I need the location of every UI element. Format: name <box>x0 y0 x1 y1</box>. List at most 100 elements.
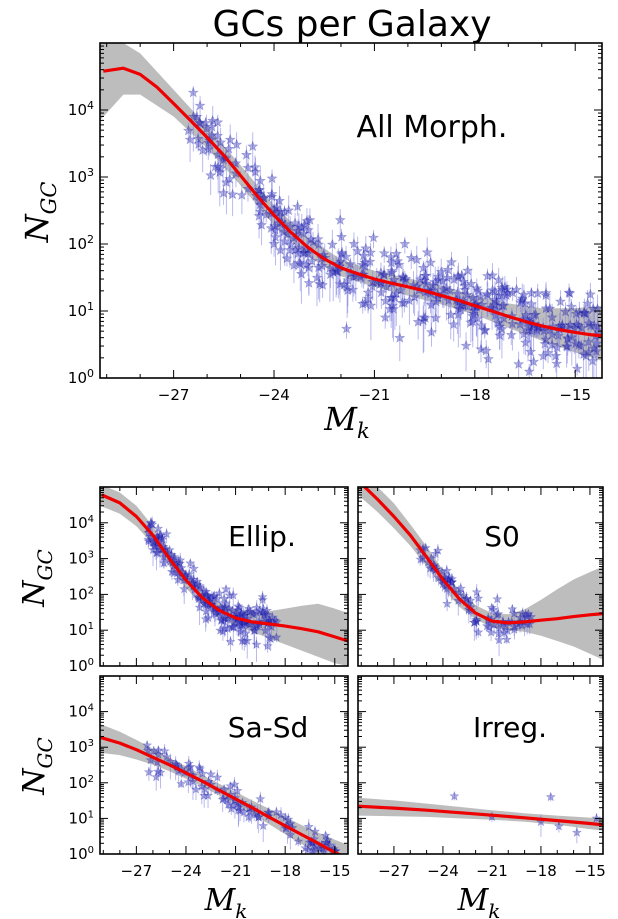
data-point <box>188 563 199 573</box>
data-point <box>461 593 472 604</box>
data-point <box>303 821 314 832</box>
y-tick-label: 101 <box>69 809 94 827</box>
data-point <box>255 219 268 230</box>
data-point <box>320 837 332 848</box>
data-point <box>219 593 230 604</box>
y-axis-label: NGC <box>17 549 57 608</box>
data-point <box>269 615 280 626</box>
data-point <box>240 149 253 160</box>
data-point <box>251 602 262 613</box>
data-point <box>578 307 590 318</box>
svg-text:NGC: NGC <box>17 549 57 608</box>
data-point <box>518 328 530 339</box>
data-point <box>501 283 513 295</box>
data-point <box>545 791 556 802</box>
data-point <box>518 289 530 300</box>
data-point <box>257 591 268 602</box>
data-point <box>528 355 540 367</box>
axis-ticks <box>358 487 603 667</box>
data-point <box>183 762 195 773</box>
y-tick-label: 101 <box>68 300 94 320</box>
data-point <box>187 776 199 786</box>
data-point <box>582 297 594 309</box>
x-tick-label: −18 <box>459 386 491 404</box>
data-point <box>239 636 250 646</box>
data-point <box>448 273 460 285</box>
data-point <box>392 255 404 267</box>
data-point <box>393 258 405 270</box>
data-point <box>209 590 220 601</box>
data-point <box>226 803 237 814</box>
data-point <box>258 820 269 831</box>
data-point <box>571 827 582 837</box>
y-tick-label: 100 <box>69 657 94 675</box>
data-point <box>206 129 218 141</box>
data-point <box>218 616 229 626</box>
data-point <box>212 161 224 172</box>
axes-frame <box>357 675 604 855</box>
data-point <box>295 268 308 279</box>
y-tick-label: 103 <box>69 738 94 756</box>
data-point <box>268 238 280 249</box>
fit-line <box>358 804 603 827</box>
data-point <box>161 528 172 539</box>
data-point <box>304 214 316 225</box>
data-point <box>493 608 504 619</box>
data-point <box>425 326 438 337</box>
data-point <box>501 287 514 299</box>
data-point <box>311 271 323 283</box>
data-point <box>375 286 387 298</box>
data-point <box>275 809 287 820</box>
data-point <box>430 312 442 323</box>
data-point <box>320 830 331 840</box>
axis-ticks <box>358 676 603 855</box>
data-point <box>347 283 359 295</box>
data-point <box>242 606 253 617</box>
data-point <box>271 632 282 642</box>
data-point <box>166 549 177 560</box>
data-point <box>520 309 532 320</box>
data-point <box>400 273 412 284</box>
data-point <box>396 297 408 308</box>
data-point <box>419 312 431 323</box>
data-point <box>274 205 287 217</box>
x-axis-label: Mk <box>204 883 248 919</box>
data-point <box>566 331 578 343</box>
data-point <box>202 143 214 155</box>
x-tick-label: −18 <box>269 862 301 880</box>
data-point <box>249 809 260 820</box>
data-point <box>261 605 273 615</box>
data-point <box>145 517 156 528</box>
data-point <box>513 358 525 369</box>
data-point <box>471 586 482 597</box>
data-point <box>205 593 216 604</box>
panel-irregular: −27 −24 −21 −18 −15 Irreg. Mk <box>357 675 606 919</box>
data-point <box>576 322 588 333</box>
data-point <box>158 557 170 568</box>
data-point <box>197 768 208 778</box>
data-point <box>418 311 430 323</box>
y-tick-label: 103 <box>68 166 94 186</box>
data-point <box>483 621 495 632</box>
data-point <box>217 794 228 804</box>
data-point <box>380 295 392 306</box>
x-tick-label: −27 <box>378 862 410 880</box>
data-point <box>200 589 212 600</box>
data-point <box>421 246 433 258</box>
data-point <box>359 297 371 309</box>
x-tick-label: −24 <box>427 862 459 880</box>
data-point <box>269 220 281 231</box>
data-point <box>523 321 535 333</box>
data-point <box>565 300 577 312</box>
data-point <box>242 162 254 173</box>
data-point <box>553 820 565 831</box>
data-point <box>316 260 328 271</box>
panel-annotation: Irreg. <box>473 711 547 744</box>
data-point <box>469 617 480 627</box>
data-point <box>516 294 528 306</box>
data-point <box>322 834 333 845</box>
data-point <box>384 303 396 314</box>
data-point <box>427 279 439 291</box>
panel-annotation: S0 <box>484 520 520 553</box>
data-point <box>155 530 166 540</box>
